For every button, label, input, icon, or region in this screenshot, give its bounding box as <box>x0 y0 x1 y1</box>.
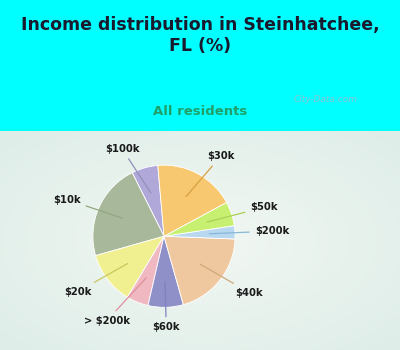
Text: $30k: $30k <box>186 151 234 197</box>
Text: Income distribution in Steinhatchee,
FL (%): Income distribution in Steinhatchee, FL … <box>21 16 379 55</box>
Wedge shape <box>164 236 235 304</box>
Text: $20k: $20k <box>64 264 128 296</box>
Wedge shape <box>132 166 164 236</box>
Text: $100k: $100k <box>105 144 151 193</box>
Wedge shape <box>127 236 164 306</box>
Text: $200k: $200k <box>209 226 289 236</box>
Wedge shape <box>148 236 183 307</box>
Wedge shape <box>96 236 164 297</box>
Text: $10k: $10k <box>53 195 122 218</box>
Text: All residents: All residents <box>153 105 247 118</box>
Wedge shape <box>93 173 164 256</box>
Wedge shape <box>164 226 235 239</box>
Text: > $200k: > $200k <box>84 278 146 326</box>
Wedge shape <box>158 165 226 236</box>
Text: $60k: $60k <box>152 282 180 332</box>
Text: $50k: $50k <box>207 202 278 222</box>
Text: City-Data.com: City-Data.com <box>293 95 357 104</box>
Text: $40k: $40k <box>200 264 263 298</box>
Wedge shape <box>164 202 234 236</box>
